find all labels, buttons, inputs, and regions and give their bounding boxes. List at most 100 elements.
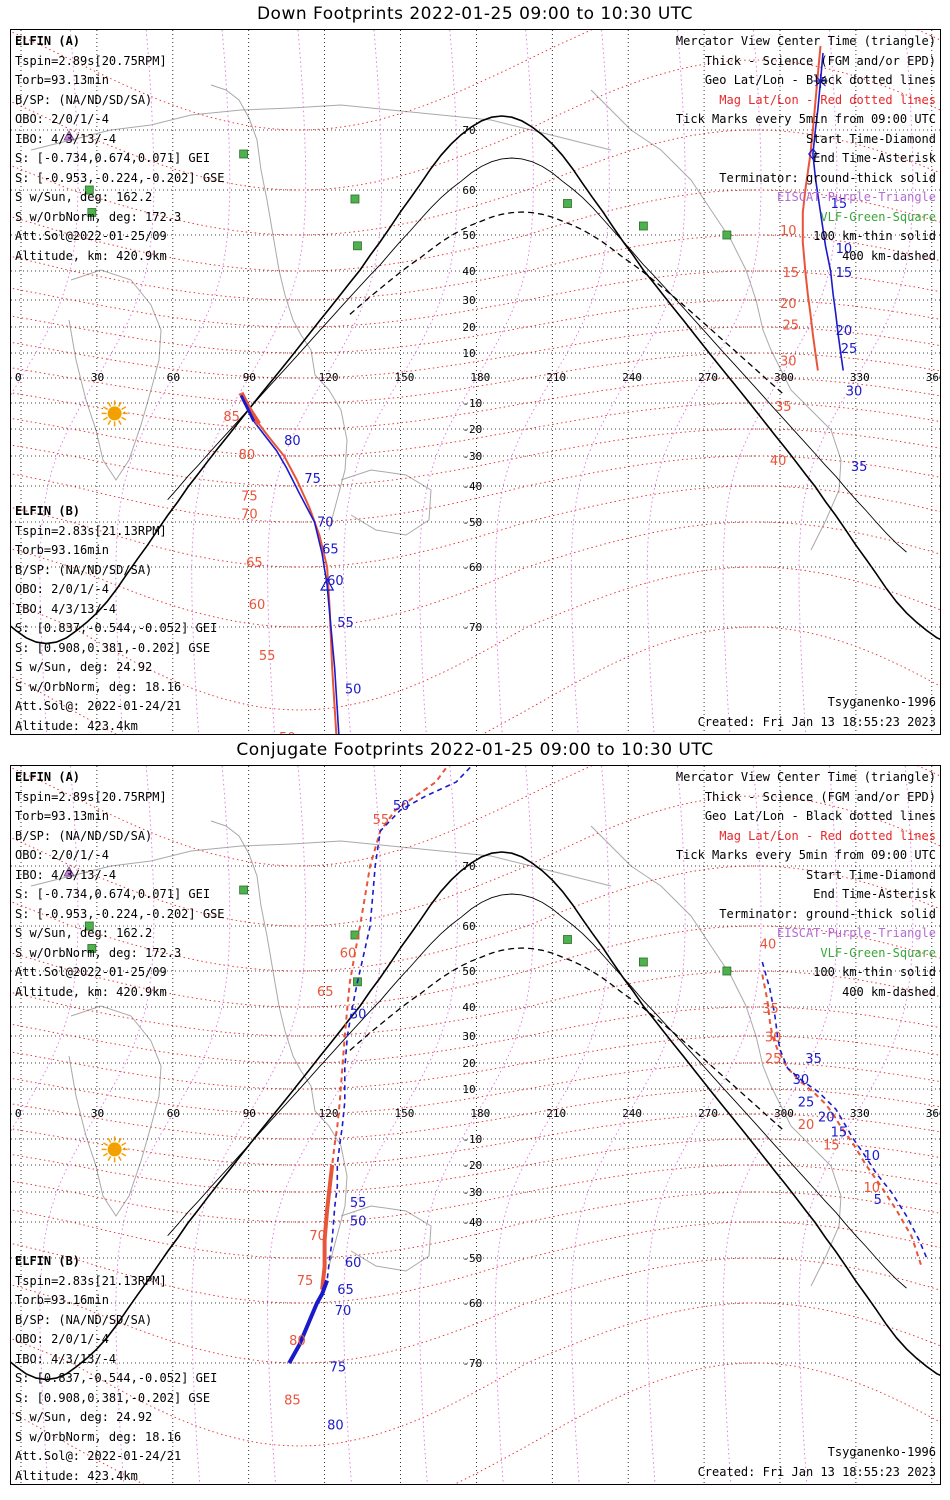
elfin-b-tick-label: 60 [340,947,357,962]
elfin-a-tick-label: 25 [798,1096,815,1111]
mag-longitude-line [115,30,231,734]
elfin-b-tick-label: 40 [770,454,787,469]
elfin-b-tick-label: 65 [246,556,263,571]
legend-item: Start Time-Diamond [805,867,936,882]
sun-ray [117,1137,122,1143]
elfin-a-tick-label: 10 [836,242,853,257]
terminator-400km [349,211,786,397]
vlf-station-icon [722,230,732,240]
sun-icon [107,406,122,421]
mag-latitude-line [11,1138,940,1193]
lat-tick-label: 40 [462,1001,475,1014]
elfin-a-tick-label: 25 [841,342,858,357]
elfin-b-tick-label: 30 [780,355,797,370]
lon-tick-label: 60 [167,1107,180,1120]
sun-ray [102,416,109,421]
mag-longitude-line [267,766,383,1484]
sun-ray [107,401,112,407]
model-name: Tsyganenko-1996 [827,1445,936,1459]
mag-longitude-line [343,30,458,734]
elfin-a-tick-label: 60 [327,574,344,589]
lon-tick-label: 120 [319,371,339,384]
elfin-a-line: Torb=93.13min [15,73,109,87]
elfin-b-tick-label: 85 [284,1394,301,1409]
center-time-triangle [320,577,335,591]
lat-tick-label: -40 [462,1216,482,1229]
vlf-station-icon [84,185,94,195]
vlf-station-icon [84,921,94,931]
vlf-station-icon [87,208,97,217]
elfin-a-track [812,52,844,371]
legend-item: Tick Marks every 5min from 09:00 UTC [675,112,936,126]
legend-item: Thick - Science (FGM and/or EPD) [704,53,936,68]
vlf-station-icon [722,966,732,976]
eiscat-icon [63,130,75,141]
elfin-b-line: Att.Sol@: 2022-01-24/21 [15,1449,182,1463]
mag-longitude-line [11,766,79,1132]
elfin-a-tick-label: 5 [874,1193,882,1208]
start-time-diamond [808,147,818,161]
lon-tick-label: 300 [774,371,794,384]
elfin-a-line: S w/Sun, deg: 162.2 [15,926,153,940]
mag-longitude-line [191,766,307,1484]
elfin-a-tick-label: 75 [304,472,321,487]
lat-tick-label: -60 [462,1297,482,1310]
sun-ray [121,1142,127,1147]
elfin-b-tick-label: 15 [783,266,800,281]
coastline [590,89,842,551]
elfin-a-line: S: [-0.734,0.674,0.071] GEI [15,151,211,165]
elfin-a-tick-label: 15 [831,1126,848,1141]
mag-longitude-line [722,30,838,734]
lon-tick-label: 210 [546,1107,566,1120]
lon-tick-label: 240 [622,371,642,384]
mag-latitude-line [11,970,940,1037]
elfin-a-line: Att.Sol@2022-01-25/09 [15,965,167,979]
elfin-b-line: S: [0.837,-0.544,-0.052] GEI [15,621,218,635]
mag-latitude-line [11,1164,940,1223]
elfin-b-tick-label: 25 [765,1052,782,1067]
elfin-b-tick-label: 25 [783,319,800,334]
elfin-a-tick-label: 20 [836,324,853,339]
elfin-b-line: S w/OrbNorm, deg: 18.16 [15,679,182,694]
mag-latitude-line [11,566,940,711]
legend: Mercator View Center Time (triangle) Thi… [676,32,936,266]
vlf-station-icon [563,199,572,208]
legend-item: 400 km-dashed [842,984,936,999]
elfin-b-tick-label: 60 [249,598,266,613]
eiscat-icon [63,866,75,877]
lon-tick-label: 90 [243,1107,256,1120]
lat-tick-label: 50 [462,965,475,978]
elfin-b-line: Torb=93.16min [15,543,109,557]
elfin-b-tick-label: 35 [775,400,792,415]
lat-tick-label: 60 [462,920,475,933]
elfin-a-tick-label: 30 [350,1008,367,1023]
lon-tick-label: 360 [926,371,941,384]
lat-tick-label: -70 [462,621,482,634]
terminator-100km [167,157,907,553]
mag-longitude-line [646,30,762,734]
elfin-b-tick-label: 85 [223,410,240,425]
elfin-a-line: Tspin=2.89s[20.75RPM] [15,789,167,804]
lat-tick-label: 40 [462,265,475,278]
elfin-a-tick-label: 50 [350,1215,367,1230]
lon-tick-label: 90 [243,371,256,384]
lon-tick-label: 360 [926,1107,941,1120]
lon-tick-label: 300 [774,1107,794,1120]
lon-tick-label: 30 [91,1107,104,1120]
elfin-a-line: Torb=93.13min [15,809,109,823]
legend-item: VLF-Green-Square [820,945,936,960]
sun-ray [107,1137,112,1143]
panel-title-down: Down Footprints 2022-01-25 09:00 to 10:3… [256,4,694,24]
mag-latitude-line [11,377,940,430]
elfin-a-tick-label: 80 [327,1418,344,1433]
elfin-b-header: ELFIN (B) [15,504,81,518]
lon-tick-label: 240 [622,1107,642,1120]
elfin-a-tick-label: 65 [337,1283,354,1298]
mag-latitude-line [11,299,940,354]
lon-tick-label: 0 [15,1107,22,1120]
legend-item: VLF-Green-Square [820,209,936,224]
elfin-b-tick-label: 75 [241,489,258,504]
elfin-b-tick-label: 80 [289,1334,306,1349]
elfin-b-tick-label: 40 [760,938,777,953]
elfin-b-tick-label: 75 [297,1274,314,1289]
